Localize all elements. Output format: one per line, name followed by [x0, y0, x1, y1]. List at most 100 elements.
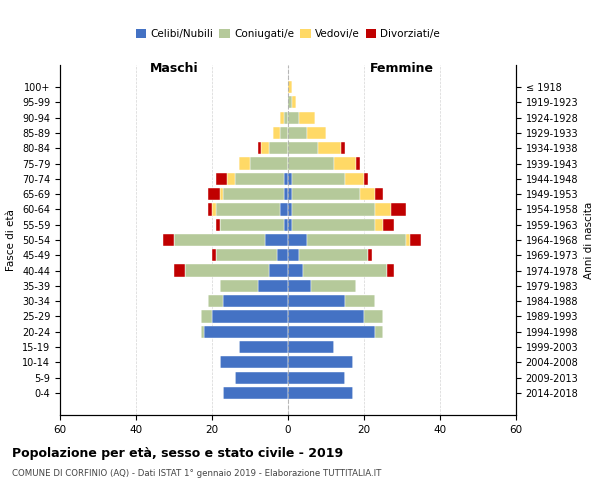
Bar: [288, 341, 334, 353]
Bar: [205, 326, 288, 338]
Bar: [410, 234, 421, 246]
Bar: [376, 218, 383, 231]
Text: Maschi: Maschi: [149, 62, 199, 75]
Bar: [223, 387, 288, 399]
Bar: [174, 234, 265, 246]
Bar: [269, 142, 288, 154]
Bar: [288, 326, 376, 338]
Bar: [288, 127, 307, 139]
Bar: [292, 96, 296, 108]
Bar: [307, 234, 406, 246]
Bar: [376, 188, 383, 200]
Bar: [406, 234, 410, 246]
Bar: [273, 127, 280, 139]
Bar: [280, 112, 284, 124]
Bar: [284, 172, 288, 185]
Bar: [288, 188, 292, 200]
Bar: [288, 295, 345, 308]
Bar: [265, 234, 288, 246]
Bar: [239, 341, 288, 353]
Bar: [345, 295, 376, 308]
Bar: [216, 218, 220, 231]
Y-axis label: Anni di nascita: Anni di nascita: [584, 202, 594, 278]
Bar: [208, 204, 212, 216]
Bar: [288, 142, 319, 154]
Bar: [383, 218, 394, 231]
Bar: [284, 218, 288, 231]
Bar: [356, 158, 360, 170]
Bar: [235, 372, 288, 384]
Bar: [280, 204, 288, 216]
Bar: [288, 356, 353, 368]
Bar: [280, 127, 288, 139]
Bar: [212, 204, 216, 216]
Bar: [288, 310, 364, 322]
Bar: [360, 188, 376, 200]
Bar: [163, 234, 174, 246]
Bar: [288, 387, 353, 399]
Bar: [368, 249, 371, 262]
Bar: [288, 81, 292, 93]
Text: Femmine: Femmine: [370, 62, 434, 75]
Bar: [288, 158, 334, 170]
Bar: [288, 234, 307, 246]
Bar: [288, 96, 292, 108]
Bar: [216, 249, 277, 262]
Bar: [220, 280, 257, 292]
Bar: [288, 172, 292, 185]
Bar: [223, 188, 284, 200]
Bar: [220, 218, 284, 231]
Bar: [307, 127, 326, 139]
Bar: [185, 264, 269, 276]
Bar: [288, 112, 299, 124]
Bar: [212, 249, 216, 262]
Bar: [292, 172, 345, 185]
Bar: [387, 264, 394, 276]
Bar: [364, 172, 368, 185]
Y-axis label: Fasce di età: Fasce di età: [7, 209, 16, 271]
Bar: [288, 218, 292, 231]
Bar: [216, 204, 280, 216]
Bar: [288, 249, 299, 262]
Bar: [319, 142, 341, 154]
Bar: [376, 326, 383, 338]
Legend: Celibi/Nubili, Coniugati/e, Vedovi/e, Divorziati/e: Celibi/Nubili, Coniugati/e, Vedovi/e, Di…: [131, 24, 445, 43]
Bar: [216, 172, 227, 185]
Bar: [334, 158, 356, 170]
Bar: [288, 264, 303, 276]
Bar: [284, 112, 288, 124]
Bar: [235, 172, 284, 185]
Bar: [299, 112, 314, 124]
Bar: [262, 142, 269, 154]
Bar: [200, 310, 212, 322]
Bar: [288, 372, 345, 384]
Bar: [200, 326, 205, 338]
Bar: [212, 310, 288, 322]
Bar: [223, 295, 288, 308]
Bar: [269, 264, 288, 276]
Bar: [376, 204, 391, 216]
Bar: [288, 204, 292, 216]
Bar: [220, 356, 288, 368]
Bar: [292, 204, 376, 216]
Bar: [277, 249, 288, 262]
Bar: [364, 310, 383, 322]
Bar: [250, 158, 288, 170]
Bar: [208, 188, 220, 200]
Bar: [299, 249, 368, 262]
Bar: [292, 218, 376, 231]
Bar: [341, 142, 345, 154]
Text: COMUNE DI CORFINIO (AQ) - Dati ISTAT 1° gennaio 2019 - Elaborazione TUTTITALIA.I: COMUNE DI CORFINIO (AQ) - Dati ISTAT 1° …: [12, 469, 382, 478]
Bar: [220, 188, 223, 200]
Bar: [227, 172, 235, 185]
Bar: [257, 280, 288, 292]
Bar: [239, 158, 250, 170]
Bar: [303, 264, 387, 276]
Bar: [257, 142, 262, 154]
Bar: [345, 172, 364, 185]
Bar: [292, 188, 360, 200]
Bar: [208, 295, 223, 308]
Text: Popolazione per età, sesso e stato civile - 2019: Popolazione per età, sesso e stato civil…: [12, 448, 343, 460]
Bar: [284, 188, 288, 200]
Bar: [311, 280, 356, 292]
